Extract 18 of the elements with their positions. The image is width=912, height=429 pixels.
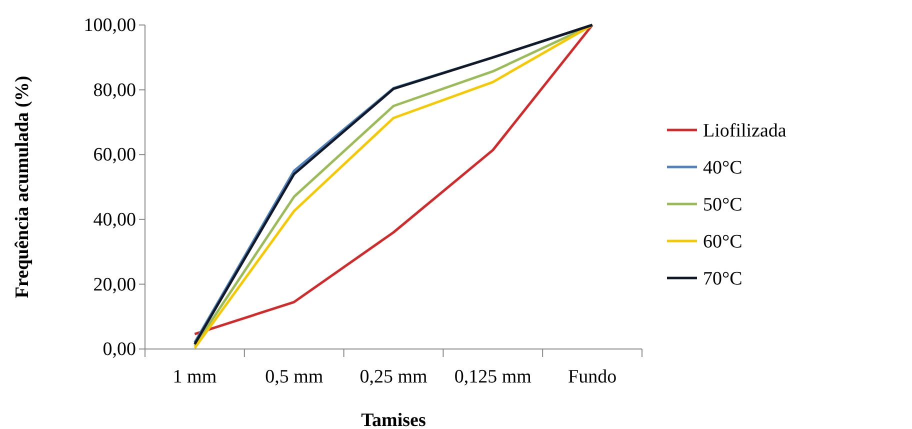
y-tick-label: 100,00 <box>84 15 136 36</box>
y-tick-label: 20,00 <box>93 274 136 296</box>
x-tick-label: 1 mm <box>172 366 217 388</box>
x-tick-label: 0,5 mm <box>265 366 324 388</box>
x-axis-title: Tamises <box>361 410 426 429</box>
y-tick-label: 0,00 <box>102 339 136 360</box>
legend-label: 50°C <box>703 194 742 216</box>
legend-label: 40°C <box>703 158 742 179</box>
x-tick-label: 0,25 mm <box>360 366 428 388</box>
y-tick-label: 40,00 <box>93 209 136 230</box>
x-tick-label: 0,125 mm <box>454 366 532 388</box>
y-axis-title: Frequência acumulada (%) <box>12 76 33 298</box>
y-tick-label: 80,00 <box>93 80 136 101</box>
legend-label: 60°C <box>703 232 742 253</box>
x-tick-label: Fundo <box>568 366 617 388</box>
legend-label: 70°C <box>703 268 742 290</box>
y-tick-label: 60,00 <box>93 144 136 166</box>
legend-label: Liofilizada <box>703 120 787 142</box>
